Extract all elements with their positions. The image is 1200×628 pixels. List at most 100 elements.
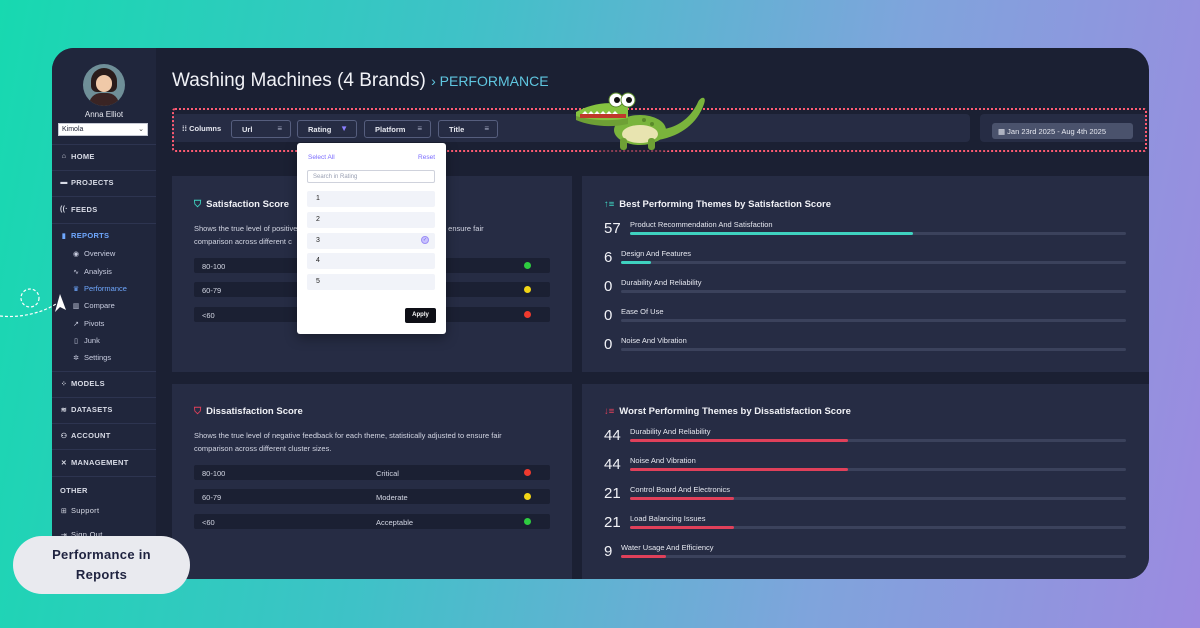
rating-option[interactable]: 3 ✓ [307,233,435,249]
theme-label[interactable]: Design And Features [621,249,692,258]
sort-up-icon: ↑≡ [604,199,615,210]
theme-score: 0 [604,336,613,353]
theme-bar-fill [630,526,735,529]
nav-home[interactable]: ⌂ HOME [61,152,95,161]
filter-title[interactable]: Title ≡ [438,120,498,138]
nav-support[interactable]: ⊞ Support [60,506,100,515]
avatar[interactable] [83,64,125,106]
filter-icon: ≡ [277,124,282,133]
filter-platform[interactable]: Platform ≡ [364,120,431,138]
sidebar-item-compare[interactable]: ▥ Compare [72,301,115,310]
filter-rating[interactable]: Rating ▼ [297,120,357,138]
filter-url[interactable]: Url ≡ [231,120,291,138]
eye-icon: ◉ [72,250,80,258]
sidebar-item-analysis[interactable]: ∿ Analysis [73,267,112,276]
theme-label[interactable]: Control Board And Electronics [630,485,731,494]
theme-bar-track [621,261,1126,264]
columns-icon: ⁞⁞ [182,124,190,133]
nav-account[interactable]: ⚇ ACCOUNT [60,431,111,440]
nav-management[interactable]: ✕ MANAGEMENT [60,458,129,467]
theme-row: 9 Water Usage And Efficiency [604,543,1126,563]
worst-themes-card: ↓≡ Worst Performing Themes by Dissatisfac… [582,384,1149,579]
select-all-link[interactable]: Select All [308,154,335,161]
shield-check-icon: ⛉ [194,199,202,210]
dissatisfaction-band-row: 60-79 Moderate [194,489,550,504]
nav-datasets[interactable]: ≋ DATASETS [60,405,113,414]
theme-bar-track [630,232,1126,235]
folder-icon: ▬ [60,179,68,186]
columns-toggle[interactable]: ⁞⁞ Columns [182,124,222,133]
page-title: Washing Machines (4 Brands) › PERFORMANC… [172,70,549,92]
tools-icon: ✕ [60,459,68,467]
theme-bar-track [621,290,1126,293]
status-dot [524,262,531,269]
date-range-picker[interactable]: ▦ Jan 23rd 2025 - Aug 4th 2025 [992,123,1133,139]
nav-feeds[interactable]: ((· FEEDS [60,205,98,214]
theme-row: 6 Design And Features [604,249,1126,269]
models-icon: ⁘ [60,380,68,388]
date-range-box: ▦ Jan 23rd 2025 - Aug 4th 2025 [980,114,1147,142]
theme-label[interactable]: Noise And Vibration [621,336,687,345]
theme-label[interactable]: Ease Of Use [621,307,664,316]
theme-bar-fill [630,468,849,471]
nav-models[interactable]: ⁘ MODELS [60,379,105,388]
filter-bar: ⁞⁞ Columns Url ≡ Rating ▼ Platform ≡ Title ≡ [172,114,970,142]
best-themes-title: ↑≡ Best Performing Themes by Satisfaction… [604,199,831,210]
theme-score: 21 [604,485,621,502]
satisfaction-description: Shows the true level of positive adjusted… [194,224,484,246]
theme-bar-track [630,497,1126,500]
rating-search-input[interactable]: Search in Rating [307,170,435,183]
theme-row: 21 Control Board And Electronics [604,485,1126,505]
theme-row: 0 Ease Of Use [604,307,1126,327]
rating-option[interactable]: 4 [307,253,435,269]
theme-label[interactable]: Load Balancing Issues [630,514,706,523]
signout-icon: ⇥ [60,531,68,539]
theme-label[interactable]: Durability And Reliability [621,278,702,287]
theme-bar-track [630,439,1126,442]
user-icon: ⚇ [60,432,68,440]
filter-icon: ▼ [340,124,348,133]
nav-projects[interactable]: ▬ PROJECTS [60,178,114,187]
sidebar-item-pivots[interactable]: ↗ Pivots [73,319,105,328]
reset-link[interactable]: Reset [418,154,435,161]
theme-label[interactable]: Durability And Reliability [630,427,711,436]
status-dot [524,311,531,318]
rating-option[interactable]: 1 [307,191,435,207]
shield-alert-icon: ⛉ [194,406,202,417]
theme-bar-track [621,348,1126,351]
dissatisfaction-band-row: <60 Acceptable [194,514,550,529]
nav-reports[interactable]: ▮ REPORTS [61,231,110,240]
theme-score: 21 [604,514,621,531]
breadcrumb-section[interactable]: › PERFORMANCE [431,73,549,89]
theme-label[interactable]: Noise And Vibration [630,456,696,465]
support-icon: ⊞ [60,507,68,515]
calendar-icon: ▦ [998,127,1008,136]
nav-signout[interactable]: ⇥ Sign Out [60,530,103,539]
theme-row: 44 Durability And Reliability [604,427,1126,447]
org-select[interactable]: Kimola ⌄ [58,123,148,136]
rating-dropdown: Select All Reset Search in Rating 1 2 3 ✓… [297,143,446,334]
sidebar-item-settings[interactable]: ✲ Settings [73,353,112,362]
rating-option[interactable]: 2 [307,212,435,228]
sidebar-item-junk[interactable]: ▯ Junk [72,336,100,345]
chart-icon: ▮ [61,232,67,240]
database-icon: ≋ [60,406,68,414]
theme-label[interactable]: Water Usage And Efficiency [621,543,714,552]
theme-score: 44 [604,427,621,444]
dissatisfaction-card: ⛉ Dissatisfaction Score Shows the true le… [172,384,572,579]
theme-row: 0 Noise And Vibration [604,336,1126,356]
org-select-value: Kimola [62,126,84,133]
rating-option[interactable]: 5 [307,274,435,290]
sidebar-item-performance[interactable]: ♛ Performance [72,284,127,293]
apply-button[interactable]: Apply [405,308,436,323]
trophy-icon: ♛ [72,285,80,293]
sort-down-icon: ↓≡ [604,406,615,417]
theme-row: 0 Durability And Reliability [604,278,1126,298]
sidebar-item-overview[interactable]: ◉ Overview [72,249,116,258]
theme-score: 6 [604,249,613,266]
page-title-text: Washing Machines (4 Brands) [172,70,426,91]
callout-pill: Performance in Reports [13,536,190,594]
theme-label[interactable]: Product Recommendation And Satisfaction [630,220,773,229]
dissatisfaction-description: Shows the true level of negative feedbac… [194,431,502,453]
user-name: Anna Elliot [84,110,124,119]
